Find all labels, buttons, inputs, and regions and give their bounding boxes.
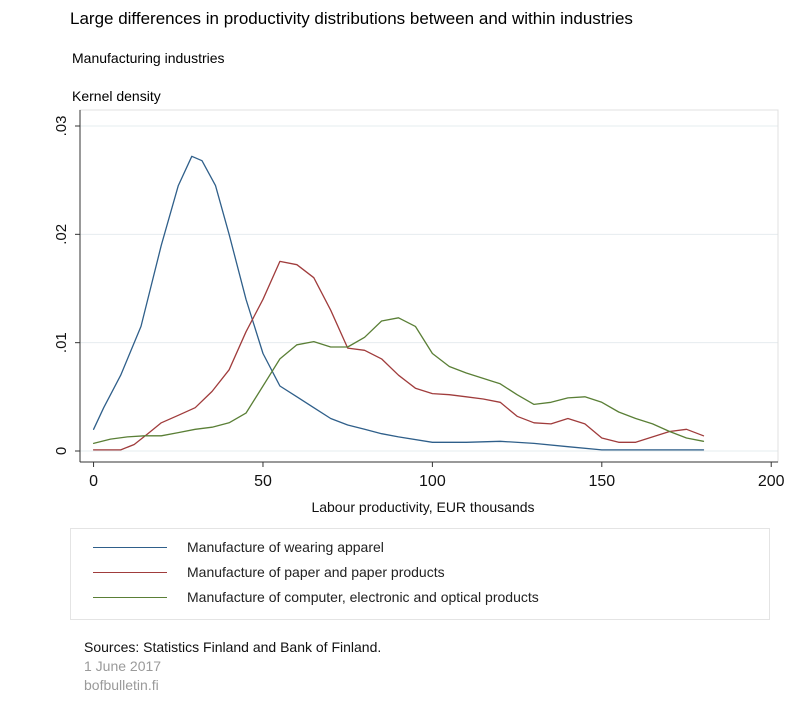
y-axis-caption: Kernel density xyxy=(72,88,161,104)
legend-swatch xyxy=(93,546,167,548)
legend-item: Manufacture of paper and paper products xyxy=(93,562,445,582)
legend-item: Manufacture of computer, electronic and … xyxy=(93,587,539,607)
series-line-2 xyxy=(92,260,705,451)
x-tick-label: 150 xyxy=(588,473,615,490)
x-tick-label: 50 xyxy=(254,473,272,490)
sources-note: Sources: Statistics Finland and Bank of … xyxy=(84,639,382,655)
site-url: bofbulletin.fi xyxy=(84,677,159,693)
series-line-3 xyxy=(92,317,705,445)
legend: Manufacture of wearing apparel Manufactur… xyxy=(70,528,770,620)
legend-swatch xyxy=(93,596,167,598)
plot-frame xyxy=(79,109,779,463)
y-tick-label: .03 xyxy=(53,116,70,137)
x-tick-label: 200 xyxy=(758,473,785,490)
legend-label: Manufacture of paper and paper products xyxy=(187,564,445,580)
y-tick-label: .01 xyxy=(53,332,70,353)
legend-item: Manufacture of wearing apparel xyxy=(93,537,384,557)
x-axis-title: Labour productivity, EUR thousands xyxy=(311,499,534,515)
x-tick-label: 100 xyxy=(419,473,446,490)
series-line-1 xyxy=(92,155,705,451)
y-tick-label: 0 xyxy=(53,447,70,455)
legend-label: Manufacture of wearing apparel xyxy=(187,539,384,555)
publication-date: 1 June 2017 xyxy=(84,658,162,674)
legend-label: Manufacture of computer, electronic and … xyxy=(187,589,539,605)
chart-title: Large differences in productivity distri… xyxy=(70,9,633,28)
legend-swatch xyxy=(93,571,167,573)
chart-subtitle: Manufacturing industries xyxy=(72,50,225,66)
chart-canvas: 0 .01 .02 .03 0 50 100 150 200 Labour productivit… xyxy=(53,109,785,515)
y-tick-label: .02 xyxy=(53,224,70,245)
x-tick-label: 0 xyxy=(89,473,98,490)
